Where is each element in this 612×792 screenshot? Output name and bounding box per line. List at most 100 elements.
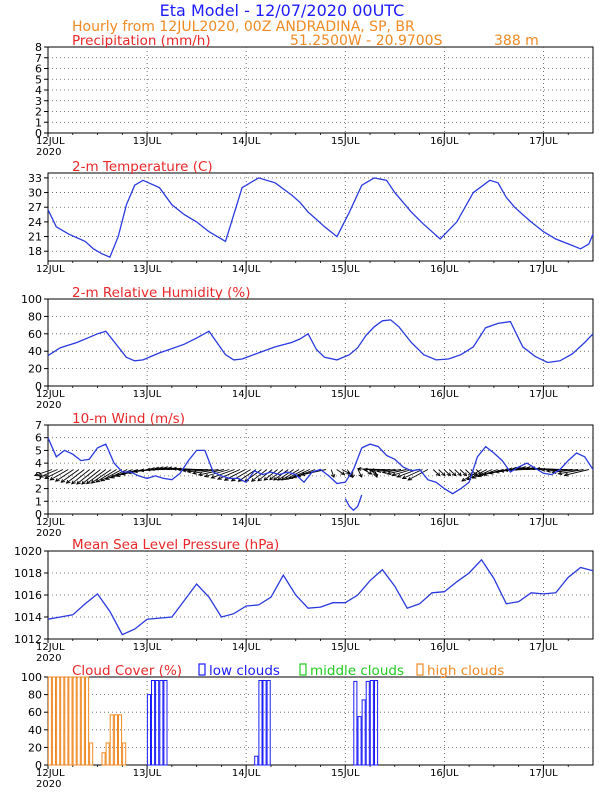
wind-barb — [251, 469, 268, 482]
cloud-bar-low-clouds — [353, 680, 358, 766]
wind-barb — [564, 469, 589, 476]
wind-barb-head — [109, 474, 115, 479]
wind-barb — [357, 469, 363, 478]
wind-barb-head — [350, 474, 355, 479]
wind-barb — [60, 469, 80, 483]
wind-barb-head — [396, 473, 402, 478]
wind-barb-head — [216, 476, 222, 480]
wind-series-dip — [344, 494, 363, 512]
cloud-bar-low-clouds — [146, 694, 151, 766]
cloud-xtick-label: 12JUL — [36, 768, 65, 779]
wind-barb — [472, 469, 493, 479]
cloud-bar-high-clouds — [47, 676, 52, 766]
wind-barb-head — [100, 477, 105, 482]
cloud-bar-high-clouds — [105, 742, 110, 766]
wind-barb-head — [33, 472, 39, 477]
wind-ytick-label: 1 — [35, 495, 42, 508]
wind-barb-head — [503, 468, 509, 473]
wind-barb — [346, 469, 352, 478]
wind-barb — [76, 469, 96, 485]
wind-barb-head — [145, 467, 151, 472]
cloud-xtick-label: 14JUL — [232, 768, 261, 779]
wind-barb-head — [257, 477, 263, 482]
wind-ytick-label: 0 — [35, 508, 42, 521]
cloud-bar-high-clouds — [51, 676, 57, 766]
wind-barb-head — [451, 472, 457, 477]
wind-barb — [44, 469, 64, 479]
cloud-bar-high-clouds — [76, 676, 81, 766]
wind-ytick-label: 3 — [35, 470, 42, 483]
wind-barb-head — [150, 467, 155, 472]
wind-barb-head — [95, 478, 101, 483]
wind-barb-head — [292, 474, 298, 479]
cloud-xtick-label: 16JUL — [430, 768, 459, 779]
cloud-bar-low-clouds — [266, 680, 271, 766]
cloud-bar-high-clouds — [89, 742, 94, 766]
temp-ytick-label: 18 — [28, 245, 42, 258]
wind-barb — [382, 469, 402, 473]
temp-ytick-label: 33 — [28, 172, 42, 185]
rh-title: 2-m Relative Humidity (%) — [72, 285, 251, 301]
rh-ytick-label: 80 — [28, 310, 42, 323]
wind-barb-head — [210, 475, 216, 479]
rh-ytick-label: 20 — [28, 363, 42, 376]
cloud-bar-low-clouds — [163, 680, 168, 766]
cloud-xtick-label: 17JUL — [529, 768, 558, 779]
wind-xtick-label: 12JUL — [36, 517, 65, 528]
wind-barb — [50, 469, 69, 481]
elevation-label: 388 m — [494, 33, 539, 49]
wind-barb-head — [186, 469, 192, 474]
wind-barb-head — [167, 466, 173, 471]
cloud-bar-low-clouds — [361, 699, 366, 766]
pressure-ytick-label: 1020 — [14, 545, 42, 558]
wind-barb-head — [386, 471, 392, 475]
wind-barb — [217, 469, 241, 480]
wind-barb-head — [488, 470, 494, 475]
wind-barb-head — [540, 467, 546, 472]
cloud-bar-low-clouds — [258, 680, 263, 766]
wind-barb — [86, 469, 107, 484]
wind-xtick-label: 17JUL — [529, 517, 558, 528]
wind-barb — [277, 469, 294, 481]
pressure-panel: 1012 1014 1016 1018 1020 12JUL 13JUL 14JUL 15JUL… — [14, 537, 594, 664]
wind-barb-head — [65, 479, 71, 484]
cloud-bar-high-clouds — [68, 676, 73, 766]
cloud-xtick-label: 15JUL — [331, 768, 360, 779]
cloud-bar-high-clouds — [72, 676, 77, 766]
wind-barb — [95, 469, 117, 483]
cloud-bar-low-clouds — [151, 680, 156, 766]
cloud-ytick-label: 80 — [28, 689, 42, 702]
wind-barb-head — [60, 479, 66, 483]
wind-barb-head — [263, 476, 269, 481]
wind-barb-head — [269, 476, 274, 481]
wind-barb — [443, 469, 451, 476]
temp-frame — [47, 172, 594, 262]
cloud-bar-high-clouds — [80, 676, 85, 766]
wind-barb-head — [557, 471, 563, 476]
wind-ytick-label: 4 — [35, 457, 42, 470]
cloud-bar-high-clouds — [60, 676, 65, 766]
pressure-ytick-label: 1018 — [14, 567, 42, 580]
wind-barb — [187, 469, 214, 473]
wind-barb — [477, 469, 498, 477]
wind-barb-head — [49, 476, 55, 481]
wind-barb-head — [330, 473, 336, 478]
rh-year-label: 2020 — [36, 400, 61, 411]
wind-barb-head — [162, 466, 168, 471]
wind-barb-head — [176, 467, 182, 472]
wind-barb-head — [356, 466, 362, 471]
wind-barb-head — [277, 476, 282, 481]
wind-barb-head — [381, 470, 387, 474]
cloud-xtick-label: 13JUL — [133, 768, 162, 779]
pressure-ytick-label: 1014 — [14, 611, 42, 624]
precip-ytick-label: 3 — [35, 95, 42, 108]
precip-title: Precipitation (mm/h) — [72, 33, 211, 49]
rh-xtick-label: 15JUL — [331, 389, 360, 400]
wind-barb — [454, 469, 462, 476]
legend-swatch-middle-clouds — [299, 663, 307, 676]
wind-barb-head — [223, 477, 229, 481]
cloud-ytick-label: 40 — [28, 724, 42, 737]
pressure-xtick-label: 13JUL — [133, 642, 162, 653]
wind-barb — [465, 469, 473, 476]
cloud-bar-low-clouds — [357, 716, 362, 766]
